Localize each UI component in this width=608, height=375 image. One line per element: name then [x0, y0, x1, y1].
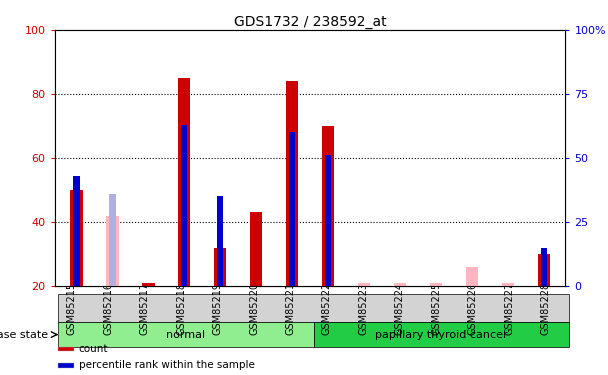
- Bar: [178, 78, 190, 286]
- Text: count: count: [79, 344, 108, 354]
- Bar: [58, 294, 569, 322]
- Text: papillary thyroid cancer: papillary thyroid cancer: [375, 330, 508, 340]
- Bar: [58, 347, 74, 351]
- Bar: [217, 196, 223, 286]
- Text: GSM85215: GSM85215: [67, 282, 77, 335]
- Bar: [289, 132, 295, 286]
- Bar: [106, 216, 119, 286]
- Bar: [537, 254, 550, 286]
- Text: GSM85224: GSM85224: [395, 282, 405, 335]
- Bar: [109, 194, 116, 286]
- Text: GSM85217: GSM85217: [140, 282, 150, 335]
- Bar: [214, 248, 226, 286]
- Bar: [502, 283, 514, 286]
- Text: GSM85216: GSM85216: [103, 282, 113, 335]
- Bar: [314, 322, 569, 347]
- Bar: [58, 363, 74, 368]
- Bar: [286, 81, 299, 286]
- Bar: [394, 283, 406, 286]
- Text: GSM85222: GSM85222: [322, 282, 332, 335]
- Bar: [181, 125, 187, 286]
- Text: GSM85225: GSM85225: [432, 282, 441, 335]
- Bar: [325, 156, 331, 286]
- Text: normal: normal: [167, 330, 206, 340]
- Text: GSM85220: GSM85220: [249, 282, 259, 335]
- Text: GSM85226: GSM85226: [468, 282, 478, 335]
- Bar: [58, 322, 314, 347]
- Text: GSM85223: GSM85223: [359, 282, 368, 335]
- Bar: [358, 283, 370, 286]
- Bar: [142, 283, 154, 286]
- Title: GDS1732 / 238592_at: GDS1732 / 238592_at: [233, 15, 387, 29]
- Bar: [430, 283, 442, 286]
- Bar: [322, 126, 334, 286]
- Text: GSM85221: GSM85221: [286, 282, 295, 335]
- Bar: [541, 248, 547, 286]
- Bar: [73, 176, 80, 286]
- Bar: [70, 190, 83, 286]
- Bar: [466, 267, 478, 286]
- Text: disease state: disease state: [0, 330, 48, 340]
- Text: GSM85219: GSM85219: [213, 282, 223, 335]
- Text: GSM85218: GSM85218: [176, 282, 186, 335]
- Text: GSM85228: GSM85228: [541, 282, 551, 335]
- Text: percentile rank within the sample: percentile rank within the sample: [79, 360, 255, 370]
- Bar: [250, 213, 263, 286]
- Text: GSM85227: GSM85227: [505, 282, 514, 335]
